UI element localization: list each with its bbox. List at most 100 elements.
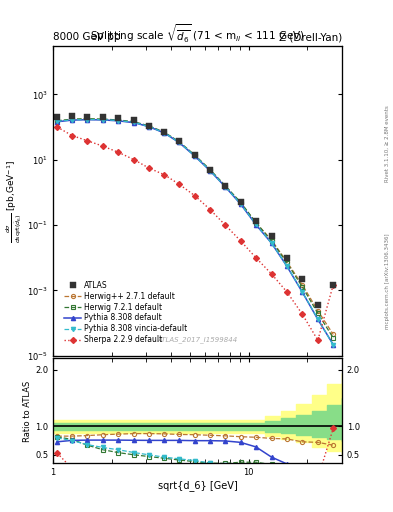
Pythia 8.308 vincia-default [101, 117, 105, 123]
Herwig++ 2.7.1 default [331, 331, 336, 337]
Sherpa 2.2.9 default [223, 222, 228, 228]
Legend: ATLAS, Herwig++ 2.7.1 default, Herwig 7.2.1 default, Pythia 8.308 default, Pythi: ATLAS, Herwig++ 2.7.1 default, Herwig 7.… [62, 279, 189, 346]
Herwig 7.2.1 default [101, 116, 105, 122]
Pythia 8.308 default [253, 222, 258, 228]
Pythia 8.308 default [285, 263, 289, 269]
Pythia 8.308 vincia-default [331, 342, 336, 348]
Sherpa 2.2.9 default [101, 143, 105, 149]
Pythia 8.308 vincia-default [238, 201, 243, 207]
Sherpa 2.2.9 default [238, 238, 243, 244]
Line: Pythia 8.308 vincia-default: Pythia 8.308 vincia-default [55, 117, 335, 347]
Herwig++ 2.7.1 default [176, 139, 181, 145]
Herwig 7.2.1 default [85, 116, 90, 122]
Pythia 8.308 default [147, 124, 151, 130]
ATLAS [70, 113, 74, 119]
Pythia 8.308 vincia-default [192, 153, 197, 159]
Sherpa 2.2.9 default [116, 149, 120, 155]
Pythia 8.308 default [162, 130, 167, 136]
ATLAS [300, 276, 305, 282]
X-axis label: sqrt{d_6} [GeV]: sqrt{d_6} [GeV] [158, 480, 237, 491]
Herwig++ 2.7.1 default [55, 118, 60, 124]
Herwig 7.2.1 default [55, 118, 60, 124]
Pythia 8.308 default [223, 184, 228, 190]
ATLAS [223, 183, 228, 189]
Herwig++ 2.7.1 default [316, 308, 320, 314]
ATLAS [331, 282, 336, 288]
Pythia 8.308 default [116, 118, 120, 124]
ATLAS [208, 166, 212, 173]
Sherpa 2.2.9 default [176, 181, 181, 187]
Pythia 8.308 default [55, 119, 60, 125]
Herwig 7.2.1 default [238, 199, 243, 205]
Herwig 7.2.1 default [132, 119, 136, 125]
ATLAS [253, 218, 258, 224]
Herwig 7.2.1 default [223, 183, 228, 189]
Pythia 8.308 default [132, 120, 136, 126]
ATLAS [238, 199, 243, 205]
Sherpa 2.2.9 default [55, 124, 60, 130]
Herwig++ 2.7.1 default [116, 117, 120, 123]
Title: Splitting scale $\sqrt{\overline{d_6}}$ (71 < m$_{ll}$ < 111 GeV): Splitting scale $\sqrt{\overline{d_6}}$ … [90, 23, 305, 45]
ATLAS [85, 114, 90, 120]
Pythia 8.308 default [192, 153, 197, 159]
Pythia 8.308 default [316, 316, 320, 323]
Text: Z (Drell-Yan): Z (Drell-Yan) [279, 32, 342, 42]
Pythia 8.308 vincia-default [269, 240, 274, 246]
Pythia 8.308 default [300, 289, 305, 295]
Pythia 8.308 vincia-default [300, 289, 305, 295]
Herwig 7.2.1 default [269, 238, 274, 244]
ATLAS [192, 152, 197, 158]
Pythia 8.308 vincia-default [132, 119, 136, 125]
ATLAS [147, 122, 151, 129]
Pythia 8.308 vincia-default [55, 118, 60, 124]
ATLAS [285, 254, 289, 261]
Y-axis label: Ratio to ATLAS: Ratio to ATLAS [23, 380, 32, 441]
Sherpa 2.2.9 default [192, 193, 197, 199]
Herwig++ 2.7.1 default [269, 237, 274, 243]
Text: mcplots.cern.ch [arXiv:1306.3436]: mcplots.cern.ch [arXiv:1306.3436] [385, 234, 389, 329]
Sherpa 2.2.9 default [316, 337, 320, 344]
Line: Herwig++ 2.7.1 default: Herwig++ 2.7.1 default [55, 117, 335, 336]
Herwig 7.2.1 default [162, 129, 167, 135]
Sherpa 2.2.9 default [147, 165, 151, 172]
Herwig 7.2.1 default [176, 138, 181, 144]
Pythia 8.308 vincia-default [285, 263, 289, 269]
Herwig 7.2.1 default [208, 166, 212, 173]
Text: ATLAS_2017_I1599844: ATLAS_2017_I1599844 [157, 337, 238, 344]
ATLAS [132, 117, 136, 123]
Herwig 7.2.1 default [285, 260, 289, 266]
Pythia 8.308 vincia-default [85, 116, 90, 122]
Line: Sherpa 2.2.9 default: Sherpa 2.2.9 default [55, 125, 335, 343]
Herwig++ 2.7.1 default [253, 220, 258, 226]
Herwig 7.2.1 default [300, 284, 305, 290]
Line: Herwig 7.2.1 default: Herwig 7.2.1 default [55, 117, 335, 340]
Y-axis label: $\frac{d\sigma}{d\mathrm{sqrt}(\tilde{d}_6)}$ [pb,GeV$^{-1}$]: $\frac{d\sigma}{d\mathrm{sqrt}(\tilde{d}… [5, 159, 24, 243]
Herwig++ 2.7.1 default [132, 119, 136, 125]
ATLAS [269, 233, 274, 240]
Herwig++ 2.7.1 default [223, 183, 228, 189]
Pythia 8.308 vincia-default [147, 123, 151, 130]
Pythia 8.308 default [331, 342, 336, 348]
Pythia 8.308 vincia-default [223, 184, 228, 190]
Pythia 8.308 vincia-default [208, 167, 212, 174]
Pythia 8.308 vincia-default [316, 316, 320, 322]
Herwig 7.2.1 default [316, 310, 320, 316]
Pythia 8.308 vincia-default [176, 139, 181, 145]
Pythia 8.308 default [176, 139, 181, 145]
Sherpa 2.2.9 default [269, 271, 274, 277]
Text: Rivet 3.1.10, ≥ 2.8M events: Rivet 3.1.10, ≥ 2.8M events [385, 105, 389, 182]
Pythia 8.308 default [85, 117, 90, 123]
Herwig++ 2.7.1 default [192, 153, 197, 159]
ATLAS [176, 138, 181, 144]
Herwig++ 2.7.1 default [70, 116, 74, 122]
Line: Pythia 8.308 default: Pythia 8.308 default [55, 118, 335, 347]
Herwig 7.2.1 default [331, 335, 336, 341]
Pythia 8.308 vincia-default [116, 117, 120, 123]
Herwig 7.2.1 default [70, 116, 74, 122]
Herwig 7.2.1 default [147, 123, 151, 129]
Pythia 8.308 default [70, 117, 74, 123]
Sherpa 2.2.9 default [132, 157, 136, 163]
ATLAS [116, 115, 120, 121]
Herwig++ 2.7.1 default [285, 259, 289, 265]
ATLAS [101, 114, 105, 120]
